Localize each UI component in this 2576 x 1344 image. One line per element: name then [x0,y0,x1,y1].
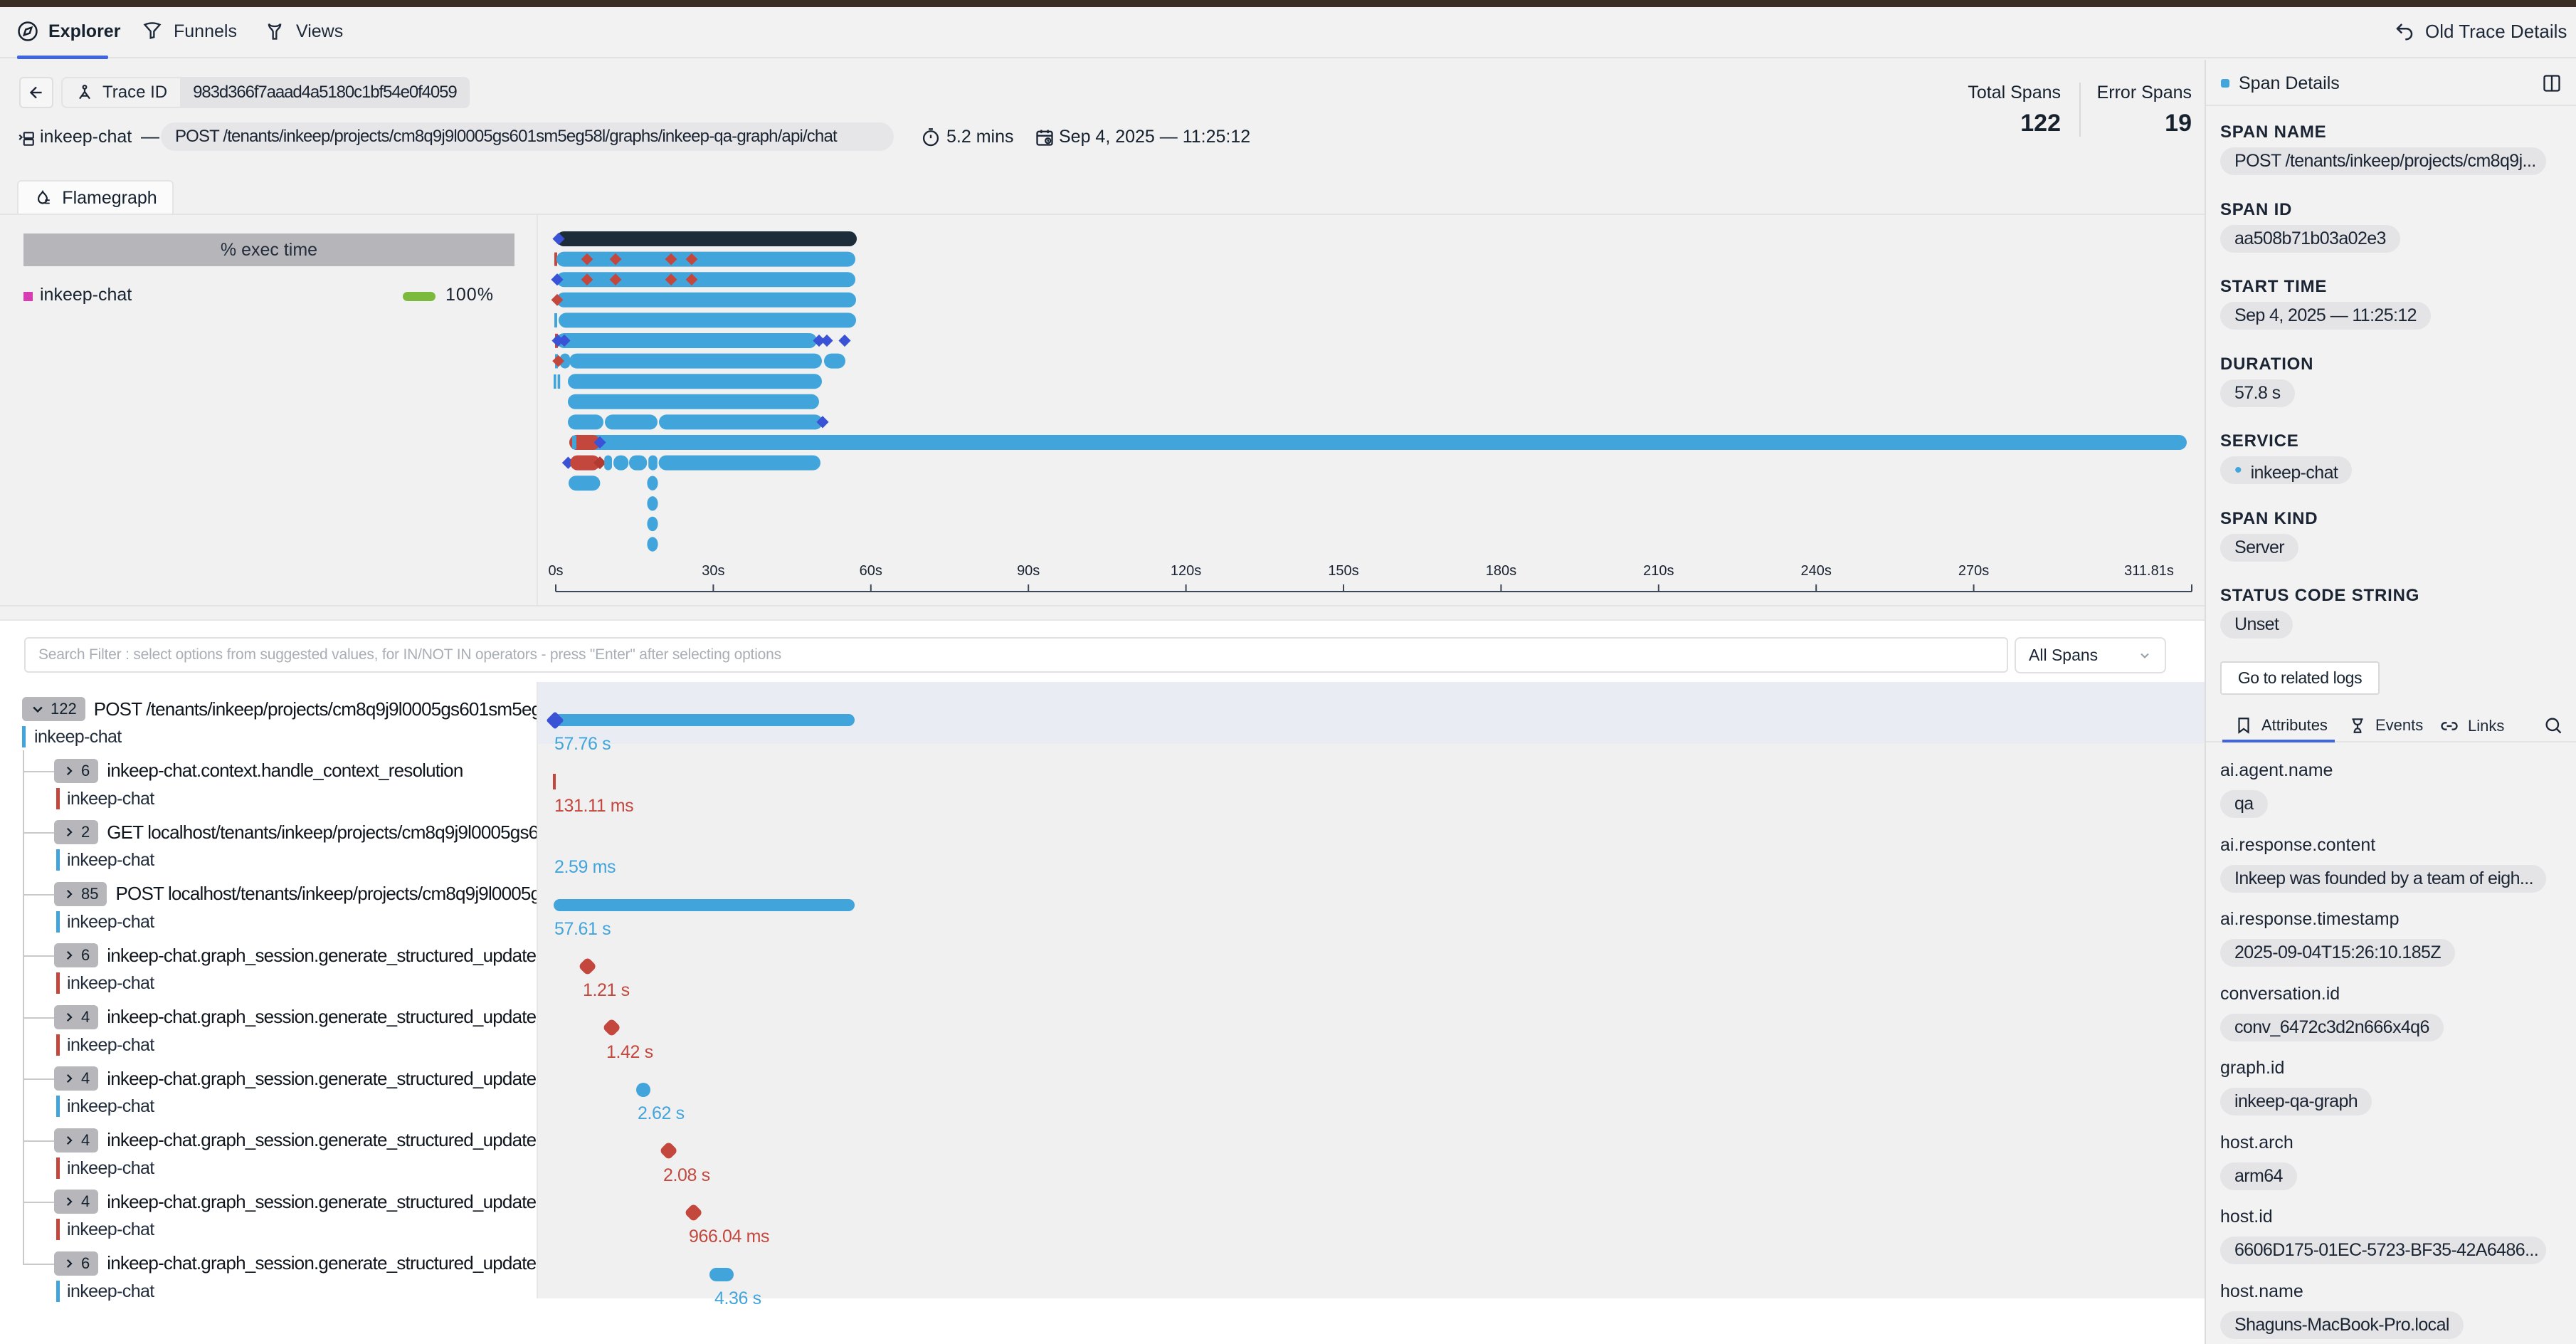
svg-text:120s: 120s [1171,563,1201,579]
svg-text:0s: 0s [548,563,563,579]
svg-text:90s: 90s [1017,563,1040,579]
svg-text:240s: 240s [1801,563,1832,579]
svg-text:311.81s: 311.81s [2124,563,2174,579]
svg-text:180s: 180s [1486,563,1516,579]
svg-text:60s: 60s [860,563,882,579]
svg-text:30s: 30s [702,563,724,579]
svg-text:150s: 150s [1328,563,1358,579]
svg-text:210s: 210s [1643,563,1674,579]
svg-text:270s: 270s [1958,563,1989,579]
